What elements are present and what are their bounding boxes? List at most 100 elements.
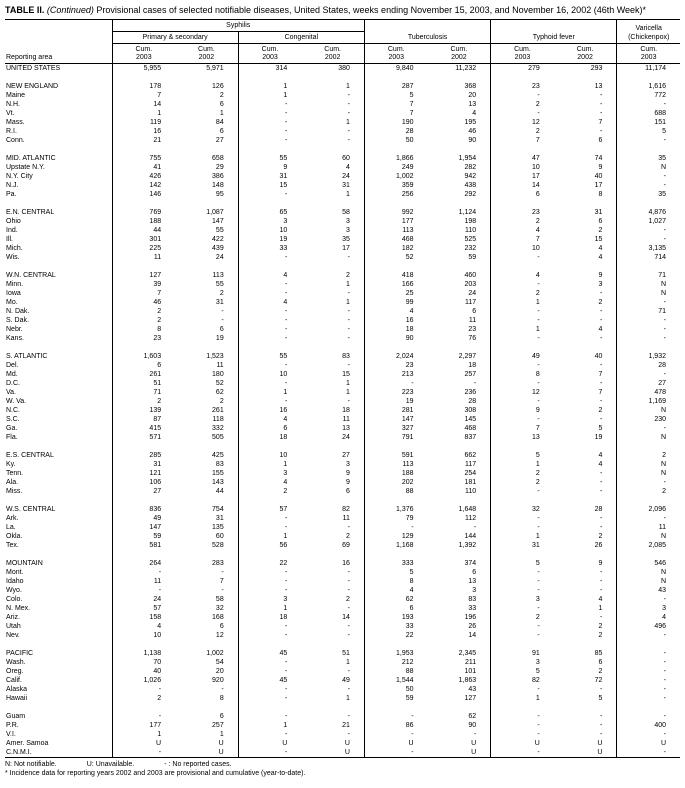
value-cell: 571 bbox=[111, 433, 176, 442]
value-cell: 8 bbox=[363, 577, 428, 586]
value-cell: 236 bbox=[464, 389, 477, 396]
table-row: Nebr. 8 6 - - 18 23 1 4 - bbox=[5, 325, 680, 334]
value-cell: - bbox=[616, 694, 680, 703]
value-cell bbox=[616, 73, 680, 82]
value-cell: 368 bbox=[464, 83, 477, 90]
value-cell: N bbox=[616, 280, 680, 289]
value-cell: - bbox=[347, 587, 350, 594]
value-cell bbox=[554, 550, 617, 559]
spacer-row bbox=[5, 703, 680, 712]
value-cell: 2 bbox=[346, 533, 350, 540]
value-cell: 71 bbox=[111, 388, 176, 397]
value-cell: - bbox=[490, 307, 554, 316]
value-cell: 95 bbox=[215, 191, 224, 198]
reporting-area-cell: Alaska bbox=[6, 686, 28, 693]
reporting-area-cell: Conn. bbox=[6, 137, 25, 144]
value-cell: 18 bbox=[468, 362, 477, 369]
table-row: Ga. 415 332 6 13 327 468 7 5 - bbox=[5, 424, 680, 433]
value-cell: 468 bbox=[363, 235, 428, 244]
value-cell: 24 bbox=[468, 290, 477, 297]
value-cell: - bbox=[347, 110, 350, 117]
table-continued-label: (Continued) bbox=[46, 5, 94, 15]
value-cell: - bbox=[221, 686, 224, 693]
table-row: Ind. 44 55 10 3 113 110 4 2 - bbox=[5, 226, 680, 235]
reporting-area-cell: Upstate N.Y. bbox=[6, 164, 45, 171]
value-cell: 301 bbox=[111, 235, 176, 244]
value-cell bbox=[301, 550, 364, 559]
table-row: Fla. 571 505 18 24 791 837 13 19 N bbox=[5, 433, 680, 442]
value-cell: 14 bbox=[468, 632, 477, 639]
value-cell: 24 bbox=[215, 254, 224, 261]
reporting-area-cell: Okla. bbox=[6, 533, 23, 540]
value-cell: - bbox=[490, 109, 554, 118]
value-cell: 147 bbox=[363, 415, 428, 424]
value-cell: 1,392 bbox=[458, 542, 477, 549]
value-cell: 19 bbox=[215, 335, 224, 342]
value-cell: 213 bbox=[363, 370, 428, 379]
value-cell: 2 bbox=[490, 100, 554, 109]
value-cell: - bbox=[600, 398, 603, 405]
value-cell bbox=[490, 262, 554, 271]
value-cell: - bbox=[490, 748, 554, 758]
value-cell: - bbox=[600, 524, 603, 531]
column-header-cum-8: Cum. 2002 bbox=[553, 43, 617, 64]
value-cell: - bbox=[237, 127, 302, 136]
value-cell bbox=[175, 145, 238, 154]
value-cell: 2,024 bbox=[363, 352, 428, 361]
value-cell: - bbox=[490, 253, 554, 262]
table-row: W.N. CENTRAL 127 113 4 2 418 460 4 9 71 bbox=[5, 271, 680, 280]
value-cell: 212 bbox=[363, 658, 428, 667]
value-cell: 525 bbox=[464, 236, 477, 243]
value-cell: - bbox=[616, 172, 680, 181]
table-row: N.C. 139 261 16 18 281 308 9 2 N bbox=[5, 406, 680, 415]
value-cell: 6 bbox=[598, 137, 603, 144]
value-cell: - bbox=[616, 136, 680, 145]
value-cell: 135 bbox=[212, 524, 224, 531]
reporting-area-cell: Maine bbox=[6, 92, 26, 99]
value-cell: 11,232 bbox=[455, 65, 477, 72]
value-cell bbox=[490, 199, 554, 208]
value-cell: 4 bbox=[490, 271, 554, 280]
column-group-typhoid-fever: Typhoid fever bbox=[490, 31, 617, 44]
value-cell: - bbox=[237, 325, 302, 334]
value-cell bbox=[111, 262, 176, 271]
value-cell: 23 bbox=[111, 334, 176, 343]
value-cell: 31 bbox=[237, 172, 302, 181]
value-cell bbox=[175, 442, 238, 451]
table-row: Mo. 46 31 4 1 99 117 1 2 - bbox=[5, 298, 680, 307]
table-row: Amer. Samoa U U U U U U U U U bbox=[5, 739, 680, 748]
value-cell: 4 bbox=[363, 307, 428, 316]
value-cell: 9 bbox=[490, 406, 554, 415]
value-cell: 292 bbox=[464, 191, 477, 198]
value-cell: 58 bbox=[342, 209, 350, 216]
value-cell: - bbox=[237, 280, 302, 289]
table-row: Alaska - - - - 50 43 - - - bbox=[5, 685, 680, 694]
value-cell: 1 bbox=[346, 380, 350, 387]
value-cell: - bbox=[600, 335, 603, 342]
value-cell: - bbox=[616, 226, 680, 235]
value-cell: N bbox=[616, 577, 680, 586]
reporting-area-cell: C.N.M.I. bbox=[6, 749, 32, 756]
value-cell bbox=[363, 145, 428, 154]
value-cell: 32 bbox=[215, 605, 224, 612]
value-cell: - bbox=[490, 280, 554, 289]
value-cell: - bbox=[347, 668, 350, 675]
value-cell: - bbox=[347, 317, 350, 324]
value-cell: 52 bbox=[215, 380, 224, 387]
table-row: W. Va. 2 2 - - 19 28 - - 1,169 bbox=[5, 397, 680, 406]
value-cell: 19 bbox=[594, 434, 603, 441]
value-cell: 496 bbox=[616, 622, 680, 631]
value-cell: 59 bbox=[111, 532, 176, 541]
value-cell: 359 bbox=[363, 181, 428, 190]
value-cell: - bbox=[600, 92, 603, 99]
value-cell: 4 bbox=[472, 110, 477, 117]
column-header-cum-7: Cum. 2003 bbox=[490, 43, 554, 64]
value-cell: 49 bbox=[342, 677, 350, 684]
value-cell: 374 bbox=[464, 560, 477, 567]
reporting-area-cell bbox=[5, 73, 112, 82]
value-cell: 59 bbox=[468, 254, 477, 261]
value-cell: 28 bbox=[594, 506, 603, 513]
value-cell: 1 bbox=[219, 731, 224, 738]
value-cell: 43 bbox=[616, 586, 680, 595]
table-row: S.C. 87 118 4 11 147 145 - - 230 bbox=[5, 415, 680, 424]
